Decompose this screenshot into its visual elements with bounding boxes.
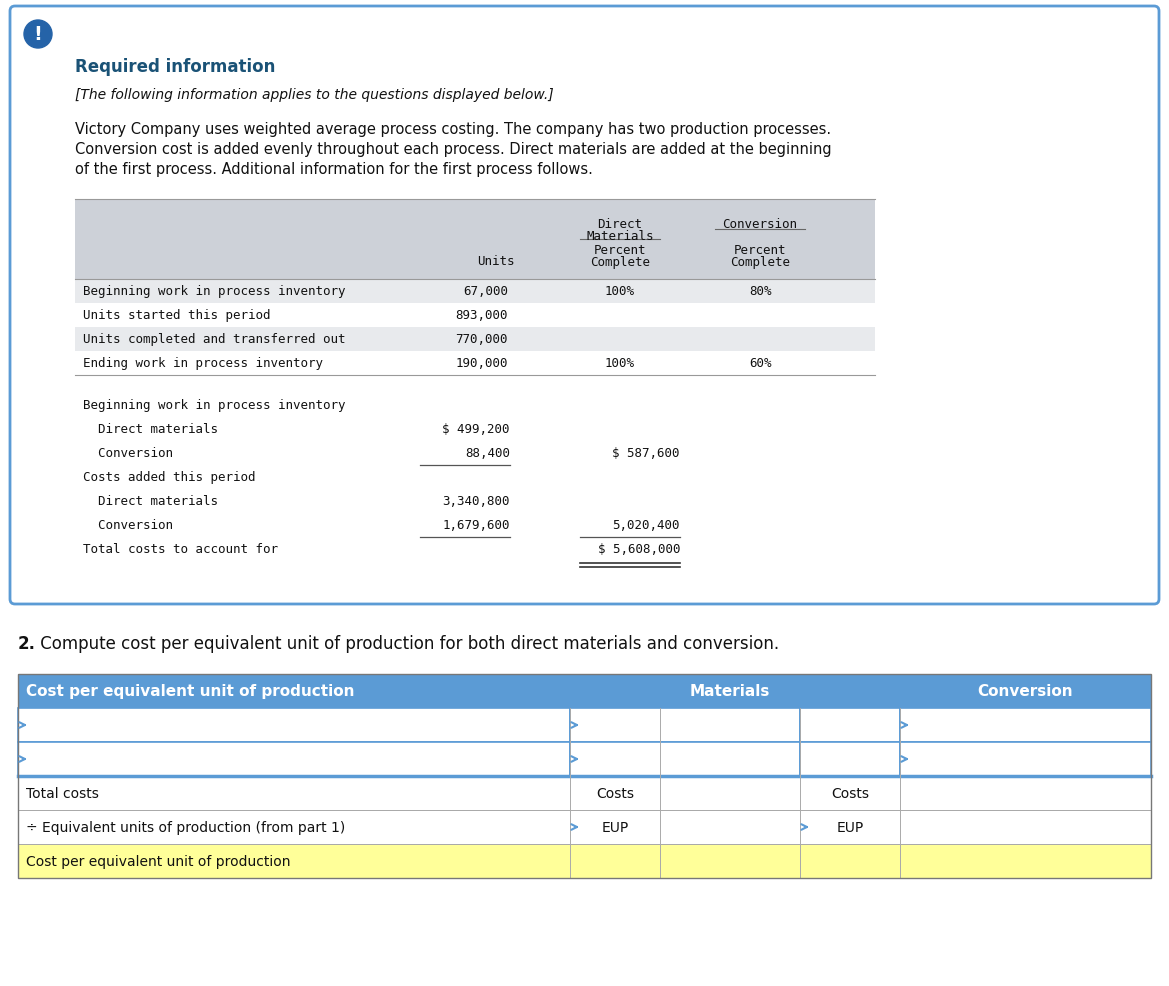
Text: Complete: Complete (590, 255, 650, 269)
Bar (75, 327, 876, 352)
Text: Costs: Costs (831, 786, 869, 801)
Text: 100%: 100% (606, 357, 635, 370)
Text: Materials: Materials (586, 230, 653, 243)
Text: Direct materials: Direct materials (83, 495, 217, 508)
Text: Victory Company uses weighted average process costing. The company has two produ: Victory Company uses weighted average pr… (75, 122, 831, 137)
Text: Conversion: Conversion (977, 684, 1073, 699)
Text: Beginning work in process inventory: Beginning work in process inventory (83, 399, 346, 412)
Text: $ 5,608,000: $ 5,608,000 (597, 543, 680, 556)
Bar (18, 810, 1151, 844)
Text: Materials: Materials (690, 684, 770, 699)
Bar (800, 742, 900, 776)
Text: Total costs: Total costs (26, 786, 99, 801)
Text: Units completed and transferred out: Units completed and transferred out (83, 333, 346, 346)
Bar (18, 674, 1151, 879)
Text: 80%: 80% (749, 285, 772, 298)
Text: Costs added this period: Costs added this period (83, 471, 256, 484)
Text: 88,400: 88,400 (465, 447, 510, 460)
Bar (75, 200, 876, 280)
Text: 60%: 60% (749, 357, 772, 370)
Text: 1,679,600: 1,679,600 (443, 519, 510, 532)
Text: Units: Units (477, 254, 514, 268)
Text: Conversion: Conversion (722, 218, 797, 231)
Text: 0: 0 (786, 854, 795, 868)
Text: Complete: Complete (729, 255, 790, 269)
Bar (75, 280, 876, 304)
Text: 190,000: 190,000 (456, 357, 509, 370)
Text: 770,000: 770,000 (456, 333, 509, 346)
Text: 67,000: 67,000 (463, 285, 509, 298)
Text: EUP: EUP (836, 820, 864, 834)
Text: $ 499,200: $ 499,200 (443, 423, 510, 436)
Text: Conversion: Conversion (83, 519, 173, 532)
Text: Percent: Percent (734, 244, 787, 256)
Text: Conversion: Conversion (83, 447, 173, 460)
Bar (570, 708, 800, 742)
Text: Units started this period: Units started this period (83, 310, 270, 322)
Text: $ 587,600: $ 587,600 (613, 447, 680, 460)
Text: Percent: Percent (594, 244, 646, 256)
Bar (18, 674, 1151, 708)
Text: Direct materials: Direct materials (83, 423, 217, 436)
Text: Ending work in process inventory: Ending work in process inventory (83, 357, 323, 370)
Text: EUP: EUP (601, 820, 629, 834)
Bar (900, 708, 1151, 742)
Text: ÷ Equivalent units of production (from part 1): ÷ Equivalent units of production (from p… (26, 820, 345, 834)
Bar (900, 844, 1151, 879)
Text: Compute cost per equivalent unit of production for both direct materials and con: Compute cost per equivalent unit of prod… (35, 634, 779, 653)
Bar (18, 742, 570, 776)
Bar (75, 352, 876, 376)
Text: of the first process. Additional information for the first process follows.: of the first process. Additional informa… (75, 162, 593, 176)
Bar (18, 776, 1151, 810)
Text: 893,000: 893,000 (456, 310, 509, 322)
Text: Cost per equivalent unit of production: Cost per equivalent unit of production (26, 684, 354, 699)
Circle shape (25, 21, 51, 49)
Text: Costs: Costs (596, 786, 634, 801)
Text: Direct: Direct (597, 218, 643, 231)
Bar (660, 844, 800, 879)
Text: Conversion cost is added evenly throughout each process. Direct materials are ad: Conversion cost is added evenly througho… (75, 142, 831, 157)
Text: 100%: 100% (606, 285, 635, 298)
Text: 2.: 2. (18, 634, 36, 653)
Bar (18, 708, 570, 742)
FancyBboxPatch shape (11, 7, 1158, 604)
Text: Cost per equivalent unit of production: Cost per equivalent unit of production (26, 854, 291, 868)
Text: 3,340,800: 3,340,800 (443, 495, 510, 508)
Text: Total costs to account for: Total costs to account for (83, 543, 278, 556)
Bar (800, 708, 900, 742)
Text: [The following information applies to the questions displayed below.]: [The following information applies to th… (75, 88, 554, 102)
Text: Beginning work in process inventory: Beginning work in process inventory (83, 285, 346, 298)
Bar (18, 844, 1151, 879)
Text: Required information: Required information (75, 58, 276, 76)
Text: 5,020,400: 5,020,400 (613, 519, 680, 532)
Bar (900, 742, 1151, 776)
Bar (75, 304, 876, 327)
Text: !: ! (34, 26, 42, 44)
Bar (570, 742, 800, 776)
Text: 0: 0 (1136, 854, 1146, 868)
